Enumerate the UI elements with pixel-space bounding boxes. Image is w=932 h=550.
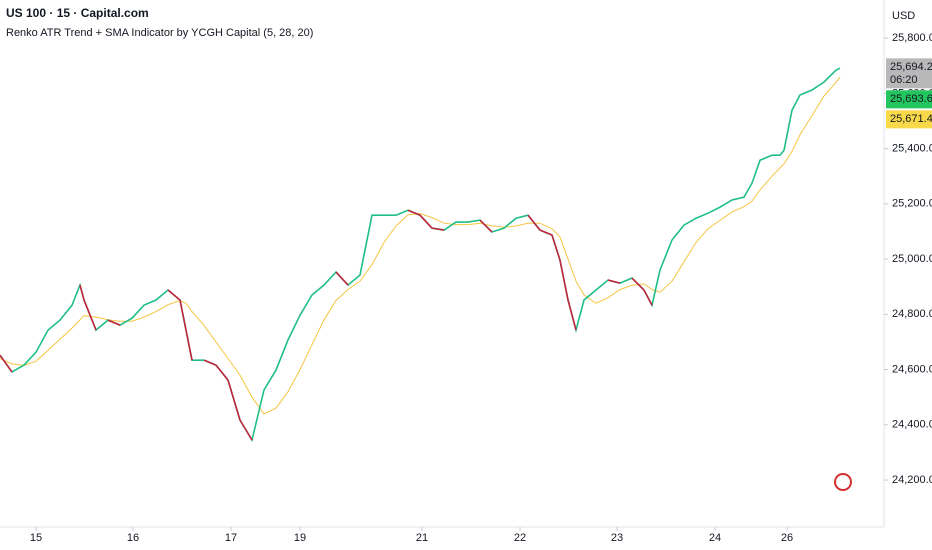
down-segment: [107, 319, 121, 326]
price-label: 25,694.2: [890, 61, 932, 73]
y-tick-label: 24,400.0: [892, 419, 932, 431]
down-segment: [0, 354, 13, 373]
down-segment: [167, 289, 181, 301]
down-segment: [607, 279, 621, 284]
y-tick-label: 24,800.0: [892, 308, 932, 320]
down-segment: [335, 271, 349, 286]
x-tick-label: 15: [30, 532, 42, 544]
down-segment: [527, 214, 541, 231]
down-segment: [479, 219, 493, 233]
down-segment: [185, 329, 193, 361]
sma-line: [0, 76, 841, 415]
x-tick-label: 23: [611, 532, 623, 544]
y-tick-label: 24,600.0: [892, 363, 932, 375]
down-segment: [631, 277, 645, 291]
down-segment: [227, 379, 241, 421]
down-segment: [79, 284, 85, 301]
down-segment: [407, 209, 421, 216]
y-tick-label: 25,400.0: [892, 143, 932, 155]
price-label: 25,671.4: [890, 113, 932, 125]
currency-label: USD: [892, 10, 915, 22]
price-label-box: [886, 58, 932, 89]
down-segment: [215, 364, 229, 381]
down-segment: [203, 359, 217, 366]
price-label: 25,693.6: [890, 93, 932, 105]
down-segment: [431, 227, 445, 231]
x-tick-label: 22: [514, 532, 526, 544]
down-segment: [83, 299, 97, 331]
x-tick-label: 17: [225, 532, 237, 544]
chart-title: US 100 · 15 · Capital.com: [6, 6, 149, 20]
down-segment: [239, 419, 253, 441]
down-segment: [643, 289, 653, 306]
y-tick-label: 25,800.0: [892, 32, 932, 44]
chart-subtitle: Renko ATR Trend + SMA Indicator by YCGH …: [6, 27, 313, 39]
x-tick-label: 16: [127, 532, 139, 544]
price-label-box: [886, 90, 932, 109]
down-segment: [567, 299, 577, 331]
down-segment: [419, 214, 433, 229]
down-segment: [539, 229, 553, 236]
down-segment: [559, 260, 569, 301]
x-tick-label: 21: [416, 532, 428, 544]
x-tick-label: 19: [294, 532, 306, 544]
price-label-time: 06:20: [890, 74, 918, 86]
y-tick-label: 25,200.0: [892, 198, 932, 210]
flag-icon[interactable]: [834, 473, 852, 491]
x-tick-label: 26: [781, 532, 793, 544]
y-tick-label: 25,000.0: [892, 253, 932, 265]
down-segment: [179, 299, 187, 331]
price-label-box: [886, 110, 932, 129]
down-segment: [551, 234, 561, 261]
x-tick-label: 24: [709, 532, 721, 544]
y-tick-label: 24,200.0: [892, 474, 932, 486]
